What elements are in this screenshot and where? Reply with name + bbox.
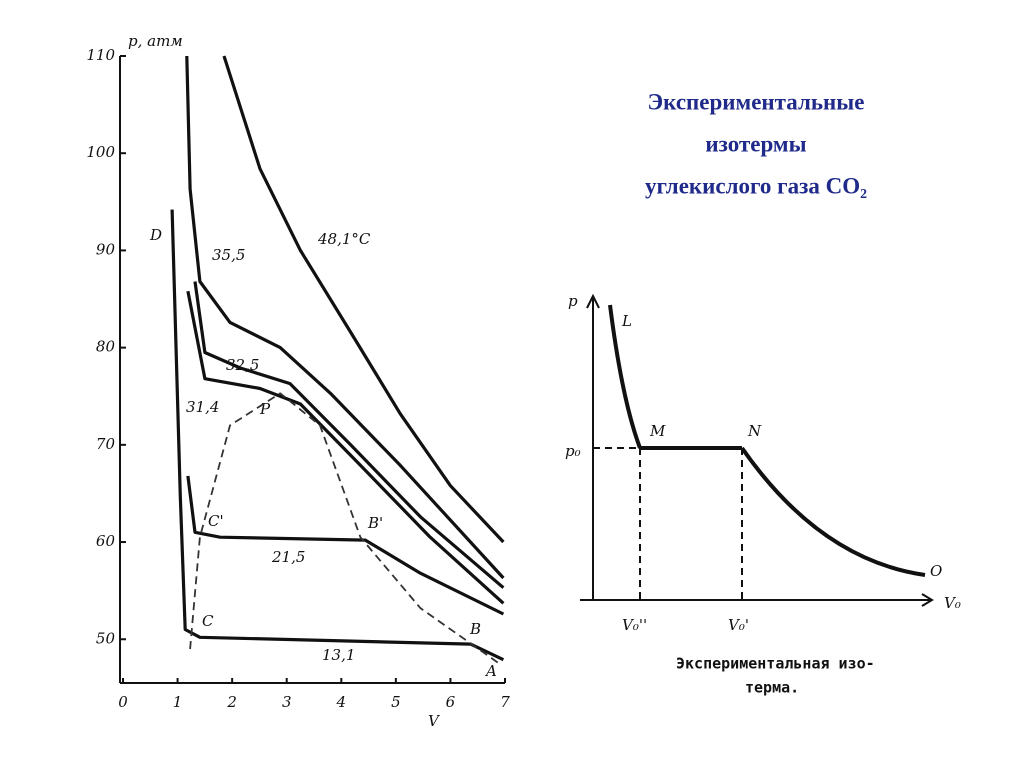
y-axis-label: p, атм — [128, 32, 183, 50]
curve — [608, 304, 642, 449]
x-tick-label: 0 — [118, 693, 128, 711]
label: N — [747, 422, 762, 440]
annotation: B — [469, 620, 481, 638]
isotherm — [186, 290, 505, 605]
annotation: P — [259, 400, 271, 418]
isotherm — [170, 209, 505, 662]
series-label: 35,5 — [212, 246, 245, 264]
label: O — [930, 562, 942, 580]
x-axis-label: V — [428, 712, 441, 730]
label: p — [568, 292, 578, 310]
y-tick-label: 100 — [86, 143, 115, 161]
arrow — [586, 293, 934, 607]
y-tick-label: 60 — [96, 532, 116, 550]
y-tick-label: 110 — [86, 46, 115, 64]
title-line: Экспериментальные — [648, 89, 865, 114]
y-tick-label: 90 — [96, 240, 116, 258]
y-tick-label: 50 — [96, 629, 116, 647]
isotherm — [193, 281, 505, 589]
series-label: 31,4 — [186, 398, 219, 416]
label: M — [649, 422, 666, 440]
x-tick-label: 2 — [226, 693, 237, 711]
annotation: B' — [367, 514, 383, 532]
annotation: C — [202, 612, 214, 630]
isotherm — [186, 475, 505, 616]
series-label: 13,1 — [322, 646, 355, 664]
series-label: 21,5 — [271, 548, 305, 566]
x-tick-label: 5 — [391, 693, 401, 711]
label: V₀ — [944, 594, 961, 612]
isotherm — [222, 55, 505, 544]
isotherm — [185, 55, 505, 580]
series-label: 48,1°C — [317, 230, 371, 248]
isotherm-diagram — [580, 293, 934, 607]
curve — [740, 446, 926, 577]
annotation: D — [149, 226, 162, 244]
title-line: изотермы — [705, 131, 806, 156]
isotherm — [189, 392, 502, 666]
title-line: углекислого газа CO₂ — [645, 173, 867, 198]
caption: Экспериментальная изо- — [676, 655, 875, 673]
y-tick-label: 80 — [96, 338, 116, 356]
y-tick-label: 70 — [96, 435, 116, 453]
caption: терма. — [745, 679, 799, 697]
label: p₀ — [565, 442, 581, 460]
label: V₀'' — [622, 616, 647, 634]
x-tick-label: 7 — [500, 693, 510, 711]
annotation: C' — [208, 512, 224, 530]
label: V₀' — [728, 616, 749, 634]
dashed-line — [593, 447, 743, 600]
x-tick-label: 6 — [446, 693, 456, 711]
annotation: A — [484, 662, 497, 680]
x-tick-label: 3 — [282, 693, 292, 711]
x-tick-label: 1 — [173, 693, 183, 711]
x-tick-label: 4 — [336, 693, 347, 711]
label: L — [621, 312, 632, 330]
series-label: 32,5 — [226, 356, 259, 374]
